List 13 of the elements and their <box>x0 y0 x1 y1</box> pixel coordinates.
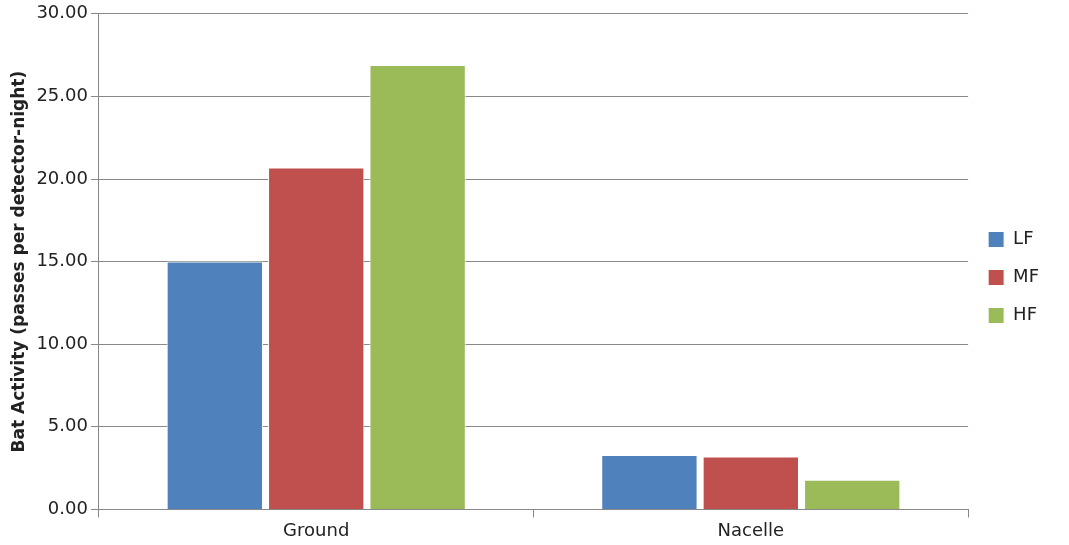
legend-label: HF <box>1013 303 1038 325</box>
y-tick-label: 20.00 <box>36 166 88 188</box>
y-axis-title: Bat Activity (passes per detector-night) <box>7 70 28 453</box>
x-tick-label: Nacelle <box>717 518 785 540</box>
y-tick-label: 5.00 <box>47 414 88 436</box>
legend-label: LF <box>1013 227 1034 249</box>
x-tick-label: Ground <box>283 518 350 540</box>
y-tick-label: 15.00 <box>36 249 88 271</box>
y-tick-label: 0.00 <box>47 497 88 519</box>
y-tick-label: 10.00 <box>36 331 88 353</box>
y-tick-label: 25.00 <box>36 84 88 106</box>
legend-label: MF <box>1013 265 1040 287</box>
y-tick-label: 30.00 <box>36 1 88 23</box>
